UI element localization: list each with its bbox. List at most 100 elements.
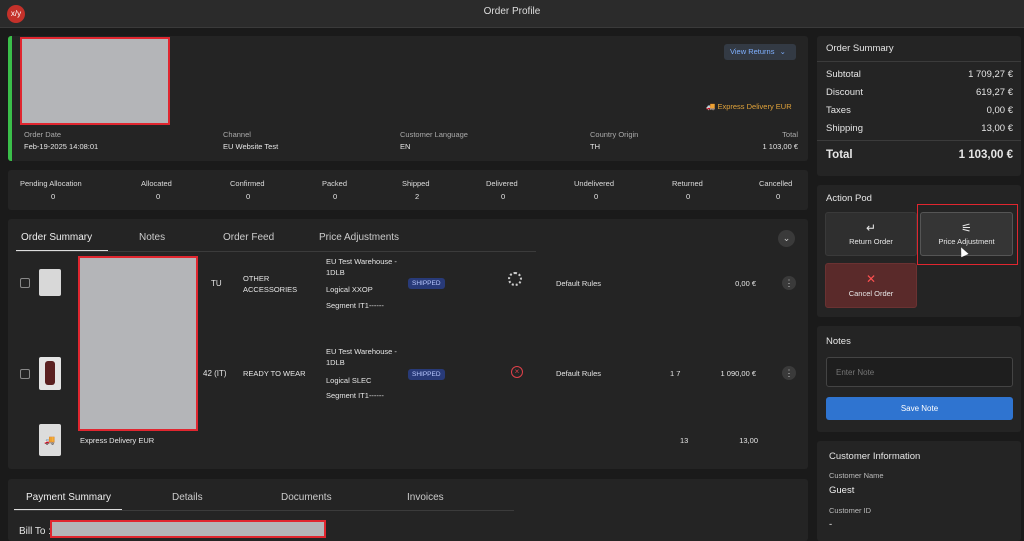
- return-arrow-icon: ↵: [865, 221, 877, 235]
- shipping-name: Express Delivery EUR: [80, 436, 155, 445]
- error-circle-icon: ×: [511, 366, 523, 378]
- item-category: OTHER ACCESSORIES: [243, 274, 298, 294]
- customer-name-value: Guest: [829, 485, 855, 496]
- status-undelivered-label: Undelivered: [574, 179, 615, 188]
- summary-divider: [817, 61, 1021, 62]
- order-date-label: Order Date: [24, 130, 62, 139]
- redacted-product-names: [78, 256, 198, 431]
- cancel-x-icon: ✕: [865, 272, 877, 286]
- truck-thumbnail: 🚚: [39, 424, 61, 456]
- item-warehouse: EU Test Warehouse - 1DLB: [326, 347, 397, 367]
- product-thumbnail: [39, 357, 61, 390]
- sync-error-icon: [508, 272, 522, 286]
- taxes-value: 0,00 €: [986, 105, 1013, 116]
- app-logo[interactable]: x/y: [7, 5, 25, 23]
- status-delivered-count: 0: [501, 192, 506, 201]
- return-order-label: Return Order: [849, 237, 893, 246]
- item-price: 1 090,00 €: [720, 369, 756, 378]
- item-price: 0,00 €: [735, 279, 756, 288]
- customer-name-label: Customer Name: [829, 471, 884, 480]
- status-badge: SHIPPED: [408, 278, 445, 289]
- action-pod-title: Action Pod: [826, 193, 872, 204]
- status-allocated-count: 0: [156, 192, 161, 201]
- customer-language-value: EN: [400, 142, 411, 151]
- tab-payment-summary[interactable]: Payment Summary: [26, 492, 112, 503]
- product-thumbnail: [39, 269, 61, 296]
- customer-info-panel: Customer Information Customer Name Guest…: [817, 441, 1021, 541]
- notes-panel: Notes Save Note: [817, 326, 1021, 432]
- order-summary-panel: Order Summary Subtotal 1 709,27 € Discou…: [817, 36, 1021, 176]
- active-tab-underline: [16, 250, 108, 251]
- view-returns-button[interactable]: View Returns ⌄: [724, 44, 796, 60]
- item-size: 42 (IT): [203, 369, 227, 378]
- status-shipped-label: Shipped: [402, 179, 430, 188]
- discount-value: 619,27 €: [976, 87, 1013, 98]
- tab-notes[interactable]: Notes: [139, 232, 166, 243]
- status-confirmed-label: Confirmed: [230, 179, 265, 188]
- return-order-button[interactable]: ↵ Return Order: [825, 212, 917, 256]
- item-segment: Segment IT1------: [326, 301, 384, 310]
- country-origin-value: TH: [590, 142, 600, 151]
- price-adjustment-highlight: [917, 204, 1018, 265]
- chevron-down-icon: ⌄: [782, 233, 791, 243]
- item-segment: Segment IT1------: [326, 391, 384, 400]
- shipping-label: Shipping: [826, 123, 863, 134]
- collapse-toggle[interactable]: ⌄: [778, 230, 795, 247]
- save-note-button[interactable]: Save Note: [826, 397, 1013, 420]
- row-menu-button[interactable]: ⋮: [782, 276, 796, 290]
- status-badge: SHIPPED: [408, 369, 445, 380]
- status-returned-label: Returned: [672, 179, 703, 188]
- item-category: READY TO WEAR: [243, 369, 306, 378]
- price-adjustment-label: Price Adjustment: [938, 237, 995, 246]
- bill-to-label: Bill To :: [19, 526, 52, 537]
- redacted-product-image: [20, 37, 170, 125]
- status-delivered-label: Delivered: [486, 179, 518, 188]
- active-tab-underline: [14, 509, 122, 510]
- product-photo-icon: [45, 361, 55, 385]
- total-divider: [817, 140, 1021, 141]
- shipping-value: 13,00 €: [981, 123, 1013, 134]
- status-returned-count: 0: [686, 192, 691, 201]
- redacted-bill-to: [50, 520, 326, 538]
- status-shipped-count: 2: [415, 192, 420, 201]
- total-label: Total: [782, 130, 798, 139]
- tab-price-adjustments[interactable]: Price Adjustments: [319, 232, 400, 243]
- cancel-order-button[interactable]: ✕ Cancel Order: [825, 263, 917, 308]
- row-checkbox[interactable]: [20, 278, 30, 288]
- price-adjustment-button[interactable]: ⚟ Price Adjustment: [920, 212, 1013, 256]
- item-size: TU: [211, 279, 222, 288]
- note-input[interactable]: [826, 357, 1013, 387]
- notes-title: Notes: [826, 336, 851, 347]
- row-menu-button[interactable]: ⋮: [782, 366, 796, 380]
- item-rules: Default Rules: [556, 279, 602, 288]
- tab-order-summary[interactable]: Order Summary: [21, 232, 93, 243]
- tab-documents[interactable]: Documents: [281, 492, 332, 503]
- status-pending-allocation-label: Pending Allocation: [20, 179, 82, 188]
- tab-invoices[interactable]: Invoices: [407, 492, 444, 503]
- tab-details[interactable]: Details: [172, 492, 203, 503]
- shipping-price: 13,00: [739, 436, 758, 445]
- subtotal-value: 1 709,27 €: [968, 69, 1013, 80]
- row-checkbox[interactable]: [20, 369, 30, 379]
- tab-order-feed[interactable]: Order Feed: [223, 232, 275, 243]
- taxes-label: Taxes: [826, 105, 851, 116]
- shipping-quantity: 13: [680, 436, 689, 445]
- customer-language-label: Customer Language: [400, 130, 468, 139]
- customer-id-label: Customer ID: [829, 506, 872, 515]
- page-title: Order Profile: [483, 6, 541, 17]
- discount-label: Discount: [826, 87, 863, 98]
- customer-info-title: Customer Information: [829, 451, 921, 462]
- item-warehouse: EU Test Warehouse - 1DLB: [326, 257, 397, 277]
- item-quantity: 1 7: [670, 369, 681, 378]
- subtotal-label: Subtotal: [826, 69, 861, 80]
- status-accent-bar: [8, 36, 12, 161]
- status-counts-panel: Pending Allocation 0 Allocated 0 Confirm…: [8, 170, 808, 210]
- total-value: 1 103,00 €: [762, 142, 798, 151]
- channel-label: Channel: [223, 130, 251, 139]
- item-logical: Logical XXOP: [326, 285, 373, 294]
- delivery-tag: 🚚 Express Delivery EUR: [706, 102, 792, 111]
- sliders-icon: ⚟: [961, 221, 972, 235]
- view-returns-label: View Returns: [730, 47, 775, 56]
- tabs-divider: [16, 251, 536, 252]
- save-note-label: Save Note: [900, 404, 939, 413]
